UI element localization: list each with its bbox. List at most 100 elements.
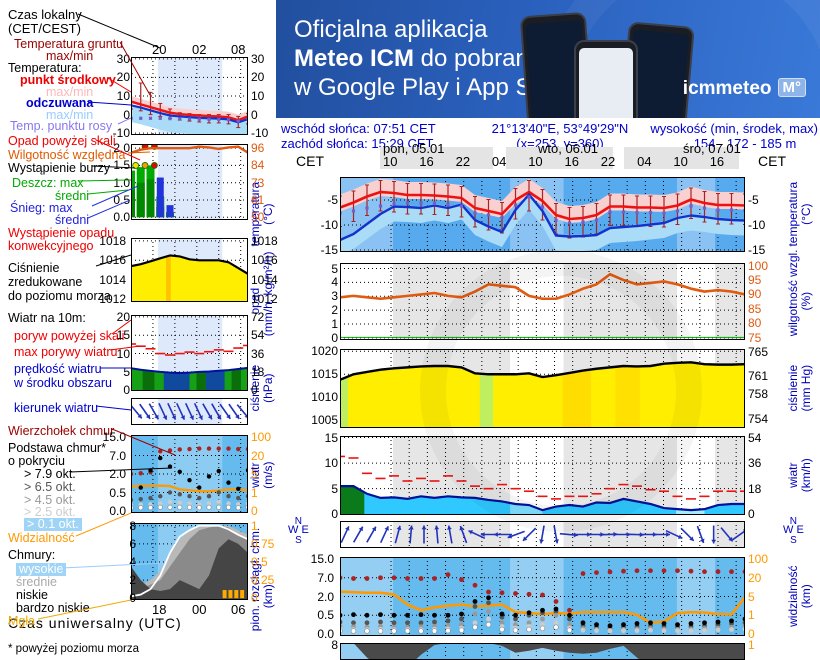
- phone-mockup-center: [574, 40, 638, 118]
- axis-tick: 15: [116, 328, 130, 343]
- day-band-mon: [380, 147, 493, 169]
- legend-item-31: > 7.9 okt.: [24, 467, 76, 481]
- legend-item-35: > 0.1 okt.: [24, 517, 82, 532]
- rh-right-tick: 75: [748, 330, 762, 345]
- axis-tick: 10: [116, 89, 130, 103]
- rh-right-tick: 85: [748, 301, 762, 316]
- mini-rh-tick: 96: [251, 141, 265, 156]
- axis-tick: 1.5: [113, 158, 130, 173]
- axis-tick: 15.0: [102, 430, 126, 444]
- axis-tick: 1018: [99, 233, 126, 248]
- mini-rh-tick: 61: [251, 192, 265, 207]
- mini-rh-tick: 73: [251, 175, 265, 190]
- mini-vis-tick: 100: [251, 430, 272, 444]
- legend-item-1: (CET/CEST): [8, 21, 81, 36]
- mini-bottom-time-2: 06: [231, 602, 246, 617]
- axis-tick: 0: [331, 507, 338, 522]
- legend-item-36: Widzialność: [8, 531, 75, 545]
- mini-bottom-time-1: 00: [192, 602, 207, 617]
- app-promo-banner[interactable]: Oficjalna aplikacja Meteo ICM do pobrani…: [276, 0, 820, 118]
- axis-tick: 15.0: [310, 552, 334, 566]
- axis-tick: 0: [251, 383, 258, 398]
- axis-tick: -15: [748, 243, 766, 257]
- axis-tick: 1020: [311, 344, 338, 359]
- axis-tick: 758: [748, 387, 769, 402]
- axis-tick: 4: [331, 275, 338, 290]
- axis-tick: 0: [748, 507, 755, 522]
- axis-tick: 4: [129, 554, 136, 569]
- time-tick-5: 16: [564, 154, 579, 169]
- time-tick-9: 16: [709, 154, 725, 169]
- axis-tick: 761: [748, 369, 769, 384]
- mini-cover-tick: 0: [251, 591, 258, 606]
- axis-tick: 1014: [251, 272, 278, 287]
- rh-right-tick: 80: [748, 316, 762, 331]
- legend-item-21: do poziomu morza: [8, 289, 111, 303]
- axis-tick: -10: [251, 126, 269, 141]
- logo-m-badge: M°: [777, 78, 806, 97]
- axis-tick: 1016: [251, 253, 278, 268]
- axis-tick: -5: [327, 193, 338, 207]
- axis-title-right-3: wiatr (km/h): [785, 457, 813, 492]
- legend-item-24: max porywy wiatru: [14, 345, 118, 359]
- axis-tick: 10: [116, 346, 130, 361]
- legend-item-32: > 6.5 okt.: [24, 480, 76, 494]
- legend-item-9: Temp. punktu rosy: [10, 119, 113, 133]
- legend-item-42: Mgła: [8, 614, 36, 628]
- banner-app-name: Meteo ICM: [294, 45, 414, 72]
- cet-label-right: CET: [758, 153, 786, 169]
- legend-item-38: wysokie: [16, 562, 67, 577]
- legend-item-4: Temperatura:: [8, 61, 82, 75]
- time-tick-6: 22: [600, 154, 616, 169]
- legend-item-23: poryw powyżej skali: [14, 329, 125, 343]
- legend-item-18: konwekcyjnego: [8, 239, 94, 253]
- time-tick-3: 04: [491, 154, 507, 169]
- chart-clouds-vertical-mini: [131, 435, 248, 513]
- chart-clouds-vertical-main: [340, 557, 745, 636]
- time-tick-4: 10: [528, 154, 543, 169]
- mini-rh-tick: 50: [251, 210, 265, 225]
- legend-item-30: o pokryciu: [8, 454, 65, 468]
- axis-tick: 6: [129, 536, 136, 551]
- banner-line1: Oficjalna aplikacja: [294, 16, 488, 43]
- axis-tick: 7.0: [109, 448, 126, 463]
- time-tick-8: 10: [673, 154, 688, 169]
- cover-left-tick: 8: [331, 638, 338, 652]
- legend-item-39: średnie: [16, 575, 57, 589]
- banner-line2: Meteo ICM do pobrania: [294, 45, 547, 73]
- axis-tick: 754: [748, 412, 769, 427]
- icmmeteo-logo: icmmeteo M°: [683, 78, 806, 100]
- legend-item-37: Chmury:: [8, 548, 56, 562]
- legend-item-29: Podstawa chmur*: [8, 441, 106, 455]
- axis-tick: 1: [331, 317, 338, 332]
- axis-tick: 7.0: [317, 570, 334, 585]
- axis-tick: 2: [129, 573, 136, 588]
- chart-wind-mini: [131, 315, 248, 391]
- axis-tick: 765: [748, 344, 769, 359]
- wind-direction-strip-main: [340, 521, 745, 548]
- axis-tick: 1015: [311, 367, 338, 382]
- mini-cover-tick: 0.5: [251, 554, 268, 569]
- mini-vis-tick: 0: [251, 504, 258, 518]
- axis-tick: 0: [331, 330, 338, 345]
- rh-right-tick: 90: [748, 287, 762, 302]
- axis-tick: 36: [251, 346, 265, 361]
- axis-tick: 1016: [99, 253, 126, 268]
- axis-tick: 5: [331, 481, 338, 496]
- day-label-2: śro, 07.01: [683, 141, 741, 156]
- axis-tick: 0.0: [317, 627, 334, 641]
- vis-right-tick: 1: [748, 608, 755, 623]
- chart-temperature-main: [340, 177, 745, 252]
- axis-tick: 2.0: [113, 141, 130, 156]
- legend-item-17: Wystąpienie opadu: [8, 226, 115, 240]
- legend-item-34: > 2.5 okt.: [24, 505, 76, 519]
- axis-tick: 0.0: [113, 210, 130, 225]
- mini-rh-tick: 84: [251, 158, 265, 173]
- rh-right-tick: 100: [748, 258, 769, 273]
- coordinates: 21°13'40"E, 53°49'29"N: [491, 121, 629, 136]
- chart-wind-main: [340, 436, 745, 515]
- time-tick-2: 22: [455, 154, 471, 169]
